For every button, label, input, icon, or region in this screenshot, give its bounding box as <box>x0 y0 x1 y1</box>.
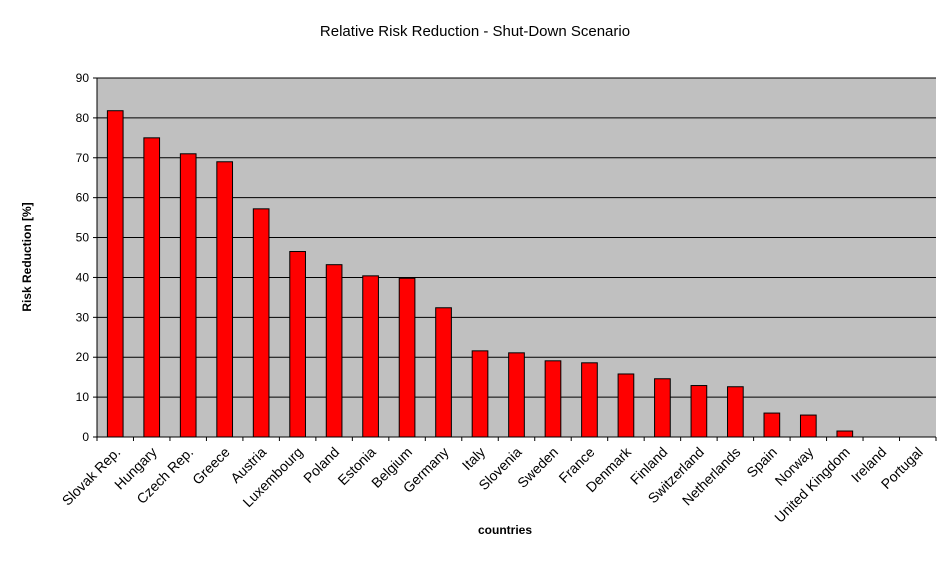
bar-denmark <box>617 373 635 438</box>
y-tick-label: 0 <box>82 430 89 444</box>
bar-slovenia <box>508 352 525 438</box>
x-tick-label: Slovak Rep. <box>59 444 124 509</box>
y-tick-label: 30 <box>76 310 90 324</box>
bar-austria <box>252 208 270 438</box>
y-tick-label: 70 <box>76 151 90 165</box>
bar-spain <box>763 412 781 438</box>
y-tick-label: 50 <box>76 231 90 245</box>
y-tick-label: 10 <box>76 390 90 404</box>
y-axis-label: Risk Reduction [%] <box>20 202 34 311</box>
bar-france <box>581 362 598 438</box>
x-tick-label: Italy <box>459 444 488 473</box>
bars <box>106 110 854 438</box>
x-axis-ticks <box>96 437 937 441</box>
bar-belgium <box>398 277 416 438</box>
bar-slovak-rep <box>106 110 124 438</box>
bar-united-kingdom <box>836 430 854 438</box>
x-tick-label: Sweden <box>514 444 561 491</box>
bar-norway <box>799 414 817 438</box>
y-tick-label: 20 <box>76 350 90 364</box>
chart-title: Relative Risk Reduction - Shut-Down Scen… <box>320 23 630 40</box>
y-tick-label: 40 <box>76 270 90 284</box>
bar-netherlands <box>727 386 744 438</box>
y-tick-label: 90 <box>76 71 90 85</box>
bar-estonia <box>362 275 379 438</box>
y-axis-tick-labels: 0 10 20 30 40 50 60 70 80 90 <box>76 71 90 444</box>
bar-italy <box>471 350 489 438</box>
bar-czech-rep <box>179 153 197 438</box>
bar-finland <box>654 378 671 438</box>
y-tick-label: 60 <box>76 191 90 205</box>
bar-switzerland <box>690 385 708 438</box>
bar-germany <box>435 307 452 438</box>
bar-poland <box>325 264 343 438</box>
x-tick-label: Greece <box>189 444 233 488</box>
bar-luxembourg <box>289 251 306 438</box>
y-axis-ticks <box>93 77 97 438</box>
y-tick-label: 80 <box>76 111 90 125</box>
x-axis-label: countries <box>478 523 532 537</box>
bar-greece <box>216 161 234 438</box>
bar-hungary <box>143 137 161 438</box>
bar-sweden <box>544 360 562 438</box>
